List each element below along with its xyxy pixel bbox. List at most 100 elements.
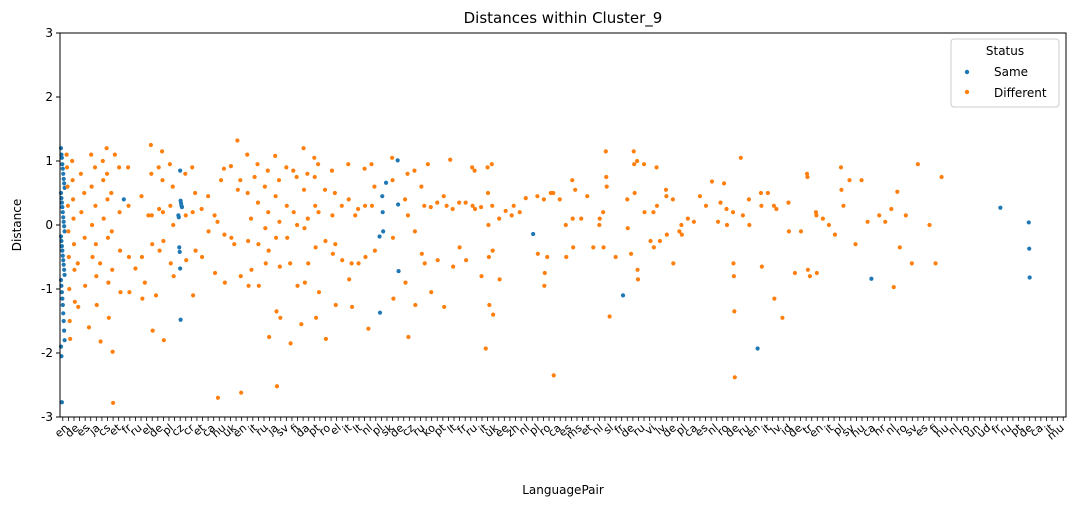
point-same <box>60 248 65 253</box>
point-different <box>839 187 844 192</box>
point-different <box>70 178 75 183</box>
point-different <box>677 229 682 234</box>
point-different <box>229 235 234 240</box>
y-tick-label: 2 <box>45 90 53 104</box>
point-same <box>60 162 65 167</box>
point-same <box>62 267 67 272</box>
y-tick-label: -1 <box>41 282 53 296</box>
point-different <box>285 235 290 240</box>
point-different <box>820 216 825 221</box>
y-tick-label: -2 <box>41 346 53 360</box>
point-different <box>110 400 116 406</box>
point-different <box>478 204 484 210</box>
point-different <box>171 274 176 279</box>
point-different <box>631 149 636 154</box>
point-different <box>497 277 502 282</box>
point-different <box>709 179 715 184</box>
point-different <box>67 318 72 324</box>
point-different <box>78 171 84 176</box>
point-different <box>390 235 396 240</box>
point-different <box>422 261 427 266</box>
point-different <box>302 280 308 285</box>
point-different <box>490 248 495 253</box>
point-different <box>826 222 832 228</box>
point-different <box>150 328 155 333</box>
point-different <box>651 210 656 215</box>
point-different <box>183 171 188 176</box>
point-different <box>657 238 663 244</box>
point-same <box>61 176 66 182</box>
point-different <box>369 203 375 208</box>
point-different <box>101 216 106 221</box>
x-tick-label: ru <box>463 421 480 438</box>
point-different <box>170 184 175 189</box>
point-different <box>389 155 395 160</box>
point-different <box>89 152 94 157</box>
point-different <box>542 270 547 276</box>
point-different <box>312 174 317 180</box>
point-different <box>273 235 279 240</box>
point-different <box>153 293 159 298</box>
point-same <box>61 219 66 224</box>
point-different <box>160 178 165 183</box>
point-different <box>105 197 110 202</box>
point-different <box>591 245 596 250</box>
point-different <box>486 254 491 260</box>
point-different <box>291 210 296 215</box>
point-different <box>98 261 103 266</box>
point-same <box>61 258 66 263</box>
point-different <box>301 187 307 192</box>
point-different <box>215 219 220 224</box>
point-different <box>897 245 902 250</box>
point-same <box>377 310 383 315</box>
point-different <box>238 178 243 183</box>
point-different <box>663 187 669 192</box>
point-different <box>731 274 737 279</box>
point-different <box>110 349 115 354</box>
point-different <box>747 222 752 228</box>
point-different <box>625 226 630 231</box>
point-different <box>429 290 434 295</box>
point-different <box>603 149 608 154</box>
x-tick-label: ud <box>974 421 993 440</box>
point-different <box>346 197 351 202</box>
point-different <box>724 222 730 228</box>
point-different <box>786 229 792 234</box>
legend-box <box>950 38 1060 108</box>
point-different <box>66 254 71 260</box>
point-different <box>362 203 368 208</box>
point-same <box>998 205 1003 210</box>
x-tick-label: en <box>744 421 763 440</box>
point-different <box>160 210 166 215</box>
point-different <box>66 229 71 234</box>
point-different <box>814 213 819 218</box>
y-tick-label: -3 <box>41 410 53 424</box>
point-different <box>284 203 289 208</box>
point-different <box>277 264 282 269</box>
point-different <box>82 235 87 240</box>
point-different <box>89 184 94 189</box>
point-different <box>805 174 810 180</box>
point-different <box>64 152 69 157</box>
point-different <box>613 254 618 260</box>
point-same <box>62 229 67 234</box>
point-same <box>396 202 401 207</box>
point-different <box>323 238 328 244</box>
point-different <box>625 197 630 202</box>
point-different <box>563 222 568 228</box>
x-tick-label: en <box>807 421 826 440</box>
point-different <box>262 184 267 189</box>
point-different <box>685 216 690 221</box>
x-axis-label: LanguagePair <box>522 483 604 497</box>
point-different <box>339 203 344 208</box>
point-different <box>126 203 131 208</box>
point-different <box>503 208 508 214</box>
point-different <box>349 304 355 310</box>
point-different <box>93 203 98 208</box>
point-different <box>765 190 770 196</box>
point-different <box>295 283 300 288</box>
point-different <box>100 158 105 164</box>
point-different <box>838 165 844 170</box>
point-same <box>178 317 183 322</box>
point-different <box>316 290 322 295</box>
